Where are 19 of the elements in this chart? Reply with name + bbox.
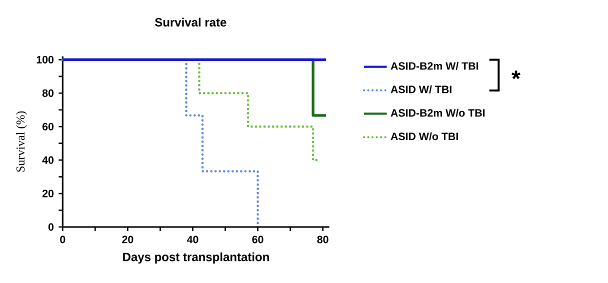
x-tick-label: 40 bbox=[186, 236, 198, 244]
x-tick-label: 60 bbox=[252, 236, 264, 244]
y-tick-label: 80 bbox=[42, 89, 54, 97]
y-axis-title: Survival (%) bbox=[16, 111, 27, 172]
x-tick-label: 20 bbox=[122, 236, 134, 244]
chart-title: Survival rate bbox=[155, 18, 226, 27]
text: * bbox=[512, 70, 520, 80]
legend-label: ASID W/ TBI bbox=[390, 85, 452, 94]
y-tick-label: 60 bbox=[42, 122, 54, 130]
y-tick-label: 0 bbox=[48, 223, 54, 231]
x-tick-label: 0 bbox=[60, 236, 66, 244]
legend-label: ASID-B2m W/ TBI bbox=[390, 62, 478, 70]
y-tick-label: 100 bbox=[36, 56, 54, 64]
y-tick-label: 20 bbox=[42, 190, 54, 198]
x-tick-label: 80 bbox=[317, 236, 328, 244]
x-axis-title: Days post transplantation bbox=[123, 252, 269, 264]
y-tick-label: 40 bbox=[42, 156, 54, 164]
legend-label: ASID-B2m W/o TBI bbox=[390, 108, 485, 117]
legend-label: ASID W/o TBI bbox=[390, 132, 458, 140]
